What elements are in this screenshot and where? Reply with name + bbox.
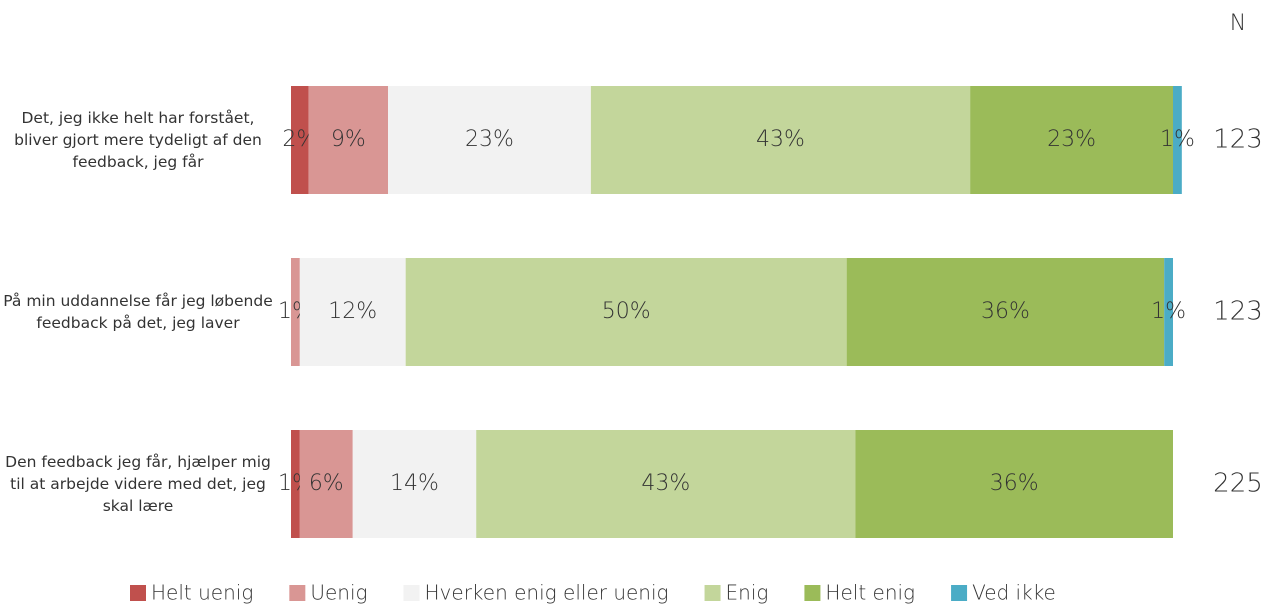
bar-segment — [855, 430, 1173, 538]
bar-segment — [476, 430, 856, 538]
legend-label: Enig — [726, 581, 769, 605]
bar-segment — [291, 430, 300, 538]
legend-swatch — [289, 585, 306, 601]
bar-segment — [299, 430, 353, 538]
value-label: 1% — [1151, 299, 1186, 324]
value-label: 23% — [1047, 127, 1096, 152]
legend-swatch — [951, 585, 968, 601]
legend-label: Uenig — [310, 581, 367, 605]
legend-label: Helt uenig — [151, 581, 253, 605]
bar-segment — [291, 258, 300, 366]
legend-swatch — [403, 585, 420, 601]
value-label: 9% — [331, 127, 366, 152]
value-label: 43% — [756, 127, 805, 152]
bar-segment — [291, 86, 309, 194]
value-label: 36% — [981, 299, 1030, 324]
n-value: 225 — [1213, 469, 1263, 499]
value-label: 6% — [309, 471, 344, 496]
bar-segment — [1173, 86, 1182, 194]
bar-segment — [846, 258, 1165, 366]
value-label: 50% — [602, 299, 651, 324]
bar-segment — [590, 86, 971, 194]
n-value: 123 — [1213, 297, 1263, 327]
value-label: 43% — [641, 471, 690, 496]
bar-segment — [1164, 258, 1173, 366]
legend-label: Ved ikke — [972, 581, 1056, 605]
n-header: N — [1230, 11, 1246, 36]
bar-segment — [299, 258, 406, 366]
value-label: 23% — [465, 127, 514, 152]
legend-swatch — [130, 585, 146, 601]
n-value: 123 — [1213, 125, 1263, 155]
value-label: 1% — [1160, 127, 1195, 152]
bar-segment — [405, 258, 847, 366]
bar-segment — [388, 86, 591, 194]
legend-swatch — [704, 585, 721, 601]
value-label: 14% — [390, 471, 439, 496]
category-label: Den feedback jeg får, hjælper mig til at… — [5, 453, 271, 515]
value-label: 12% — [328, 299, 377, 324]
value-label: 36% — [990, 471, 1039, 496]
legend-swatch — [804, 585, 821, 601]
bar-segment — [308, 86, 389, 194]
legend-label: Helt enig — [825, 581, 915, 605]
category-label: Det, jeg ikke helt har forstået, bliver … — [14, 109, 262, 171]
category-label: På min uddannelse får jeg løbende feedba… — [3, 292, 273, 332]
bar-segment — [970, 86, 1173, 194]
bar-segment — [352, 430, 477, 538]
legend-label: Hverken enig eller uenig — [425, 581, 669, 605]
